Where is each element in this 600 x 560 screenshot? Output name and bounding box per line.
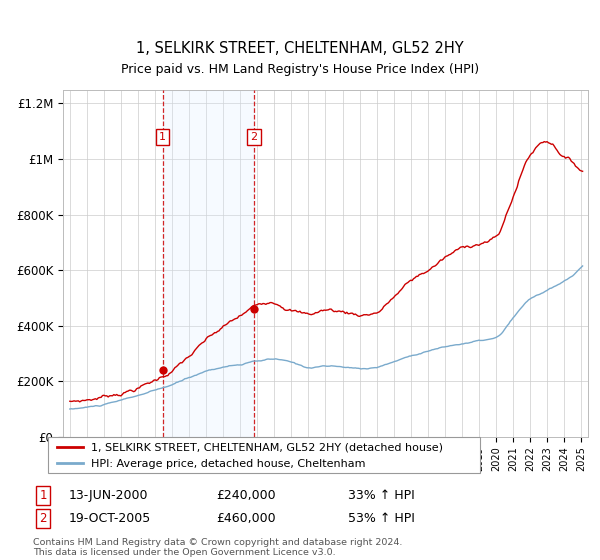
Text: 53% ↑ HPI: 53% ↑ HPI bbox=[348, 512, 415, 525]
Text: Contains HM Land Registry data © Crown copyright and database right 2024.
This d: Contains HM Land Registry data © Crown c… bbox=[33, 538, 403, 557]
Text: 2: 2 bbox=[250, 132, 257, 142]
Text: Price paid vs. HM Land Registry's House Price Index (HPI): Price paid vs. HM Land Registry's House … bbox=[121, 63, 479, 76]
Text: 1: 1 bbox=[40, 489, 47, 502]
Text: 19-OCT-2005: 19-OCT-2005 bbox=[69, 512, 151, 525]
Text: 33% ↑ HPI: 33% ↑ HPI bbox=[348, 489, 415, 502]
FancyBboxPatch shape bbox=[48, 437, 480, 473]
Text: 1, SELKIRK STREET, CHELTENHAM, GL52 2HY (detached house): 1, SELKIRK STREET, CHELTENHAM, GL52 2HY … bbox=[91, 443, 443, 452]
Text: HPI: Average price, detached house, Cheltenham: HPI: Average price, detached house, Chel… bbox=[91, 459, 366, 469]
Text: £460,000: £460,000 bbox=[216, 512, 275, 525]
Bar bbox=[163, 90, 254, 437]
Text: 13-JUN-2000: 13-JUN-2000 bbox=[69, 489, 149, 502]
Text: £240,000: £240,000 bbox=[216, 489, 275, 502]
Text: 1: 1 bbox=[159, 132, 166, 142]
Text: 1, SELKIRK STREET, CHELTENHAM, GL52 2HY: 1, SELKIRK STREET, CHELTENHAM, GL52 2HY bbox=[136, 41, 464, 56]
Text: 2: 2 bbox=[40, 512, 47, 525]
